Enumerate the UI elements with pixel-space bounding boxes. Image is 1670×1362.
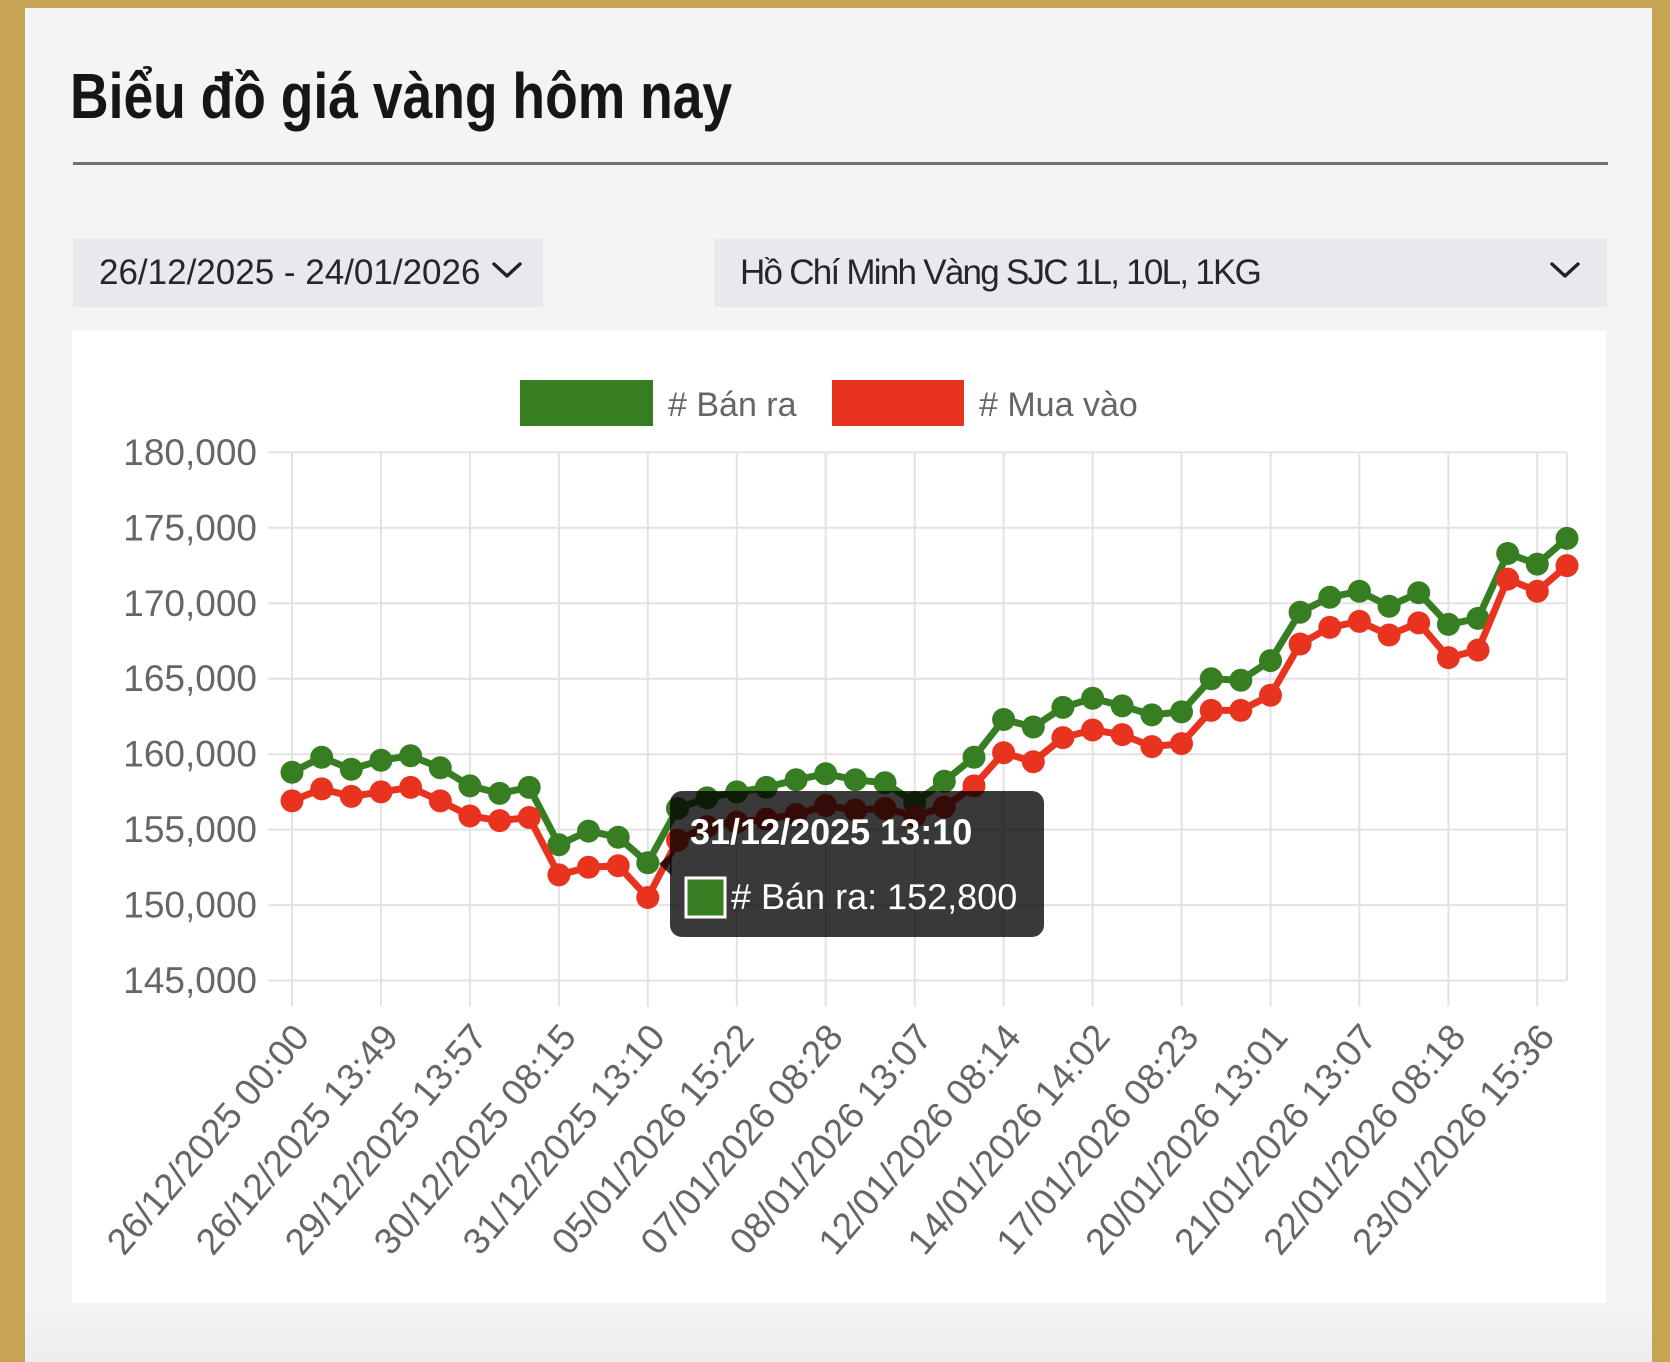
- svg-text:170,000: 170,000: [123, 583, 257, 624]
- svg-text:180,000: 180,000: [123, 432, 257, 473]
- svg-text:31/12/2025 13:10: 31/12/2025 13:10: [690, 811, 972, 852]
- svg-text:165,000: 165,000: [123, 658, 257, 699]
- svg-text:# Bán ra: 152,800: # Bán ra: 152,800: [731, 876, 1017, 917]
- svg-text:160,000: 160,000: [123, 734, 257, 775]
- svg-text:175,000: 175,000: [123, 507, 257, 548]
- svg-text:# Mua vào: # Mua vào: [979, 386, 1138, 424]
- svg-text:150,000: 150,000: [123, 885, 257, 926]
- svg-text:145,000: 145,000: [123, 960, 257, 1001]
- svg-text:# Bán ra: # Bán ra: [668, 386, 797, 424]
- svg-text:155,000: 155,000: [123, 809, 257, 850]
